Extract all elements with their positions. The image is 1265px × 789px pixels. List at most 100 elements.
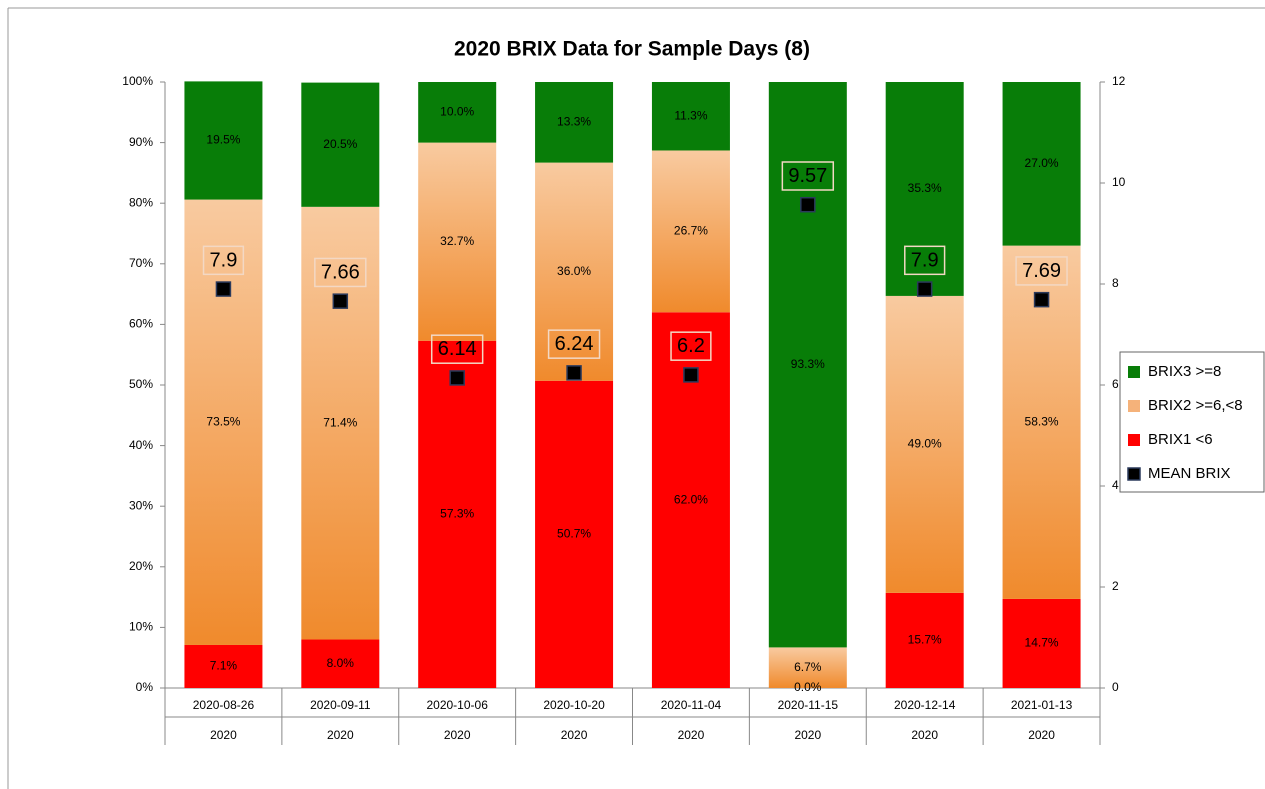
y-tick-label: 20%	[129, 559, 153, 573]
y2-tick-label: 8	[1112, 276, 1119, 290]
data-label: 8.0%	[327, 656, 355, 670]
mean-marker	[1033, 291, 1050, 308]
mean-label: 7.9	[911, 249, 939, 271]
data-label: 35.3%	[908, 181, 942, 195]
y-tick-label: 70%	[129, 256, 153, 270]
y-tick-label: 90%	[129, 135, 153, 149]
data-label: 15.7%	[908, 633, 942, 647]
legend-label: MEAN BRIX	[1148, 465, 1231, 482]
bar-segment	[1002, 598, 1081, 688]
x-tick-label: 2020-11-15	[778, 698, 839, 712]
bar-segment	[418, 82, 497, 143]
bar-segment	[651, 82, 730, 151]
y2-tick-label: 6	[1112, 377, 1119, 391]
legend-swatch	[1127, 467, 1141, 481]
data-label: 20.5%	[323, 137, 357, 151]
data-label: 13.3%	[557, 114, 591, 128]
mean-label: 6.2	[677, 335, 705, 357]
legend-swatch	[1128, 366, 1140, 378]
mean-marker	[916, 281, 933, 297]
data-label: 14.7%	[1025, 636, 1059, 650]
mean-label-box	[202, 245, 245, 276]
mean-marker	[215, 281, 232, 297]
data-label: 26.7%	[674, 224, 708, 238]
mean-label: 6.24	[555, 333, 594, 355]
mean-marker	[332, 293, 349, 309]
bar-segment	[535, 82, 614, 163]
bar-segment	[184, 644, 263, 688]
mean-label-box	[547, 329, 601, 359]
y2-tick-label: 2	[1112, 579, 1119, 593]
legend-label: BRIX2 >=6,<8	[1148, 397, 1243, 414]
data-label: 49.0%	[908, 437, 942, 451]
data-label: 32.7%	[440, 234, 474, 248]
x-tick-label: 2021-01-13	[1011, 698, 1073, 712]
mean-label: 7.66	[321, 261, 360, 283]
data-label: 11.3%	[674, 108, 707, 122]
mean-label: 9.57	[788, 165, 827, 187]
y2-tick-label: 4	[1112, 478, 1119, 492]
y-tick-label: 0%	[136, 680, 154, 694]
x-group-label: 2020	[444, 728, 471, 742]
x-group-label: 2020	[210, 728, 237, 742]
data-label: 10.0%	[440, 104, 474, 118]
bar-segment	[651, 150, 730, 313]
data-label: 19.5%	[206, 133, 240, 147]
data-label: 57.3%	[440, 507, 474, 521]
data-label: 27.0%	[1025, 156, 1059, 170]
data-label: 36.0%	[557, 264, 591, 278]
x-group-label: 2020	[327, 728, 354, 742]
mean-label-box	[781, 161, 835, 191]
legend-swatch	[1128, 400, 1140, 412]
mean-marker	[683, 367, 699, 383]
mean-label: 7.69	[1022, 260, 1061, 282]
mean-label: 7.9	[210, 249, 238, 271]
mean-label-box	[430, 334, 484, 364]
y-tick-label: 30%	[129, 498, 153, 512]
y-tick-label: 60%	[129, 317, 153, 331]
chart-title: 2020 BRIX Data for Sample Days (8)	[454, 38, 810, 61]
x-tick-label: 2020-12-14	[894, 698, 956, 712]
x-group-label: 2020	[561, 728, 588, 742]
mean-marker	[566, 365, 582, 381]
x-group-label: 2020	[1028, 728, 1055, 742]
x-group-label: 2020	[678, 728, 705, 742]
mean-label-box	[314, 257, 367, 288]
bar-segment	[885, 82, 964, 296]
mean-label-box	[670, 331, 712, 361]
y2-tick-label: 0	[1112, 680, 1119, 694]
x-tick-label: 2020-11-04	[661, 698, 722, 712]
y-tick-label: 80%	[129, 195, 153, 209]
data-label: 71.4%	[323, 415, 357, 429]
bar-segment	[1002, 82, 1081, 246]
x-tick-label: 2020-10-06	[426, 698, 488, 712]
y-tick-label: 100%	[122, 74, 153, 88]
mean-marker	[449, 370, 465, 386]
legend-box	[1119, 351, 1265, 493]
legend-label: BRIX3 >=8	[1148, 363, 1221, 380]
x-tick-label: 2020-10-20	[543, 698, 605, 712]
y2-tick-label: 10	[1112, 175, 1126, 189]
data-label: 7.1%	[210, 659, 238, 673]
data-label: 0.0%	[794, 680, 822, 694]
mean-label: 6.14	[438, 338, 477, 360]
legend-label: BRIX1 <6	[1148, 431, 1213, 448]
bar-segment	[301, 639, 380, 688]
y2-tick-label: 12	[1112, 74, 1126, 88]
bar-segment	[301, 82, 380, 207]
data-label: 50.7%	[557, 527, 591, 541]
x-tick-label: 2020-08-26	[193, 698, 255, 712]
data-label: 6.7%	[794, 660, 822, 674]
x-tick-label: 2020-09-11	[310, 698, 371, 712]
data-label: 58.3%	[1025, 414, 1059, 428]
bar-segment	[885, 295, 964, 593]
data-label: 73.5%	[206, 414, 240, 428]
mean-label-box	[1015, 256, 1068, 286]
data-label: 62.0%	[674, 492, 708, 506]
mean-label-box	[904, 245, 946, 276]
bar-segment	[885, 592, 964, 688]
bar-segment	[535, 380, 614, 688]
bar-segment	[418, 340, 497, 688]
x-group-label: 2020	[794, 728, 821, 742]
